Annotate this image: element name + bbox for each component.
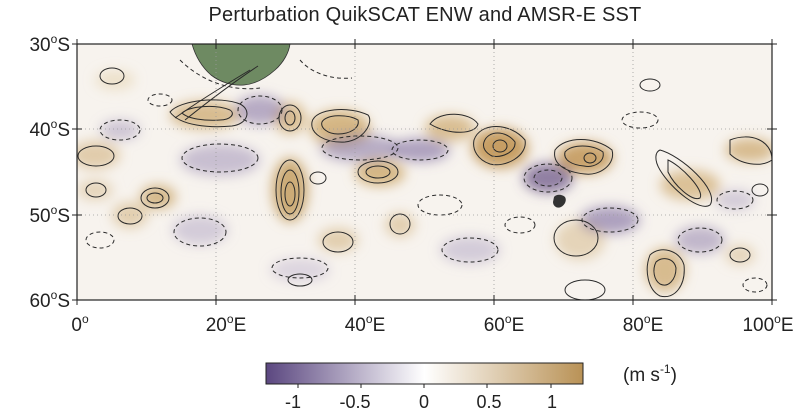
lon-label-0: 0o	[71, 312, 89, 336]
lon-labels: 0o 20oE 40oE 60oE 80oE 100oE	[71, 312, 793, 336]
lon-label-40e: 40oE	[345, 312, 386, 336]
positive-contours	[77, 65, 772, 300]
colorbar-gradient	[265, 362, 584, 385]
negative-contours	[85, 59, 768, 293]
colorbar: -1 -0.5 0 0.5 1 (m s-1)	[265, 362, 677, 412]
lat-label-30s: 30oS	[29, 32, 70, 56]
colorbar-tick-label: 1	[547, 392, 557, 412]
colorbar-tick-label: 0.5	[476, 392, 501, 412]
lon-label-80e: 80oE	[623, 312, 664, 336]
land-island	[553, 194, 566, 208]
lat-label-60s: 60oS	[29, 288, 70, 312]
land-africa	[191, 44, 291, 86]
lat-label-40s: 40oS	[29, 117, 70, 141]
graticule	[77, 44, 772, 300]
lon-label-100e: 100oE	[742, 312, 793, 336]
lat-labels: 30oS 40oS 50oS 60oS	[29, 32, 70, 312]
colorbar-tick-label: 0	[419, 392, 429, 412]
colorbar-unit: (m s-1)	[623, 362, 677, 386]
lon-label-20e: 20oE	[206, 312, 247, 336]
lon-label-60e: 60oE	[484, 312, 525, 336]
colorbar-tick-label: -1	[285, 392, 301, 412]
lat-label-50s: 50oS	[29, 203, 70, 227]
colorbar-tick-label: -0.5	[339, 392, 370, 412]
axis-ticks	[72, 39, 777, 305]
land	[191, 44, 566, 208]
map-frame	[76, 43, 773, 301]
plot-title: Perturbation QuikSCAT ENW and AMSR-E SST	[208, 4, 642, 26]
